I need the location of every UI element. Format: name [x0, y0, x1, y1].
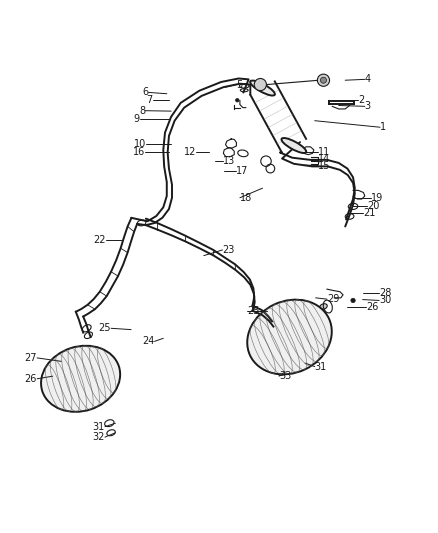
- Text: 29: 29: [327, 294, 339, 304]
- Text: 22: 22: [93, 235, 106, 245]
- Ellipse shape: [250, 80, 275, 95]
- Text: 3: 3: [365, 101, 371, 111]
- Text: 11: 11: [318, 148, 331, 157]
- Text: 16: 16: [133, 148, 145, 157]
- Text: 18: 18: [240, 193, 252, 203]
- Text: 15: 15: [318, 160, 331, 171]
- Ellipse shape: [320, 304, 327, 309]
- Text: 14: 14: [318, 154, 331, 164]
- Text: 25: 25: [99, 324, 111, 333]
- Text: 20: 20: [367, 200, 379, 211]
- Text: 26: 26: [25, 374, 37, 384]
- Text: 23: 23: [223, 245, 235, 255]
- Text: 30: 30: [379, 295, 392, 305]
- Text: 7: 7: [147, 95, 153, 105]
- Ellipse shape: [282, 138, 306, 153]
- Text: 33: 33: [279, 371, 291, 381]
- Text: 32: 32: [92, 432, 105, 442]
- Text: 4: 4: [365, 75, 371, 84]
- Text: 25: 25: [247, 306, 260, 316]
- Text: 2: 2: [358, 95, 364, 105]
- Text: 24: 24: [142, 336, 155, 346]
- Text: 26: 26: [366, 302, 378, 312]
- Circle shape: [321, 77, 326, 83]
- Circle shape: [254, 78, 266, 91]
- Text: 8: 8: [139, 106, 145, 116]
- Text: 31: 31: [315, 361, 327, 372]
- Circle shape: [318, 74, 329, 86]
- Text: 1: 1: [380, 122, 386, 132]
- Text: 31: 31: [93, 422, 105, 432]
- Circle shape: [236, 99, 239, 102]
- Text: 28: 28: [379, 288, 392, 297]
- Text: 10: 10: [134, 139, 146, 149]
- Text: 5: 5: [237, 79, 243, 90]
- Text: 6: 6: [142, 87, 148, 98]
- Ellipse shape: [247, 300, 332, 374]
- Text: 17: 17: [237, 166, 249, 176]
- Text: 27: 27: [25, 353, 37, 363]
- Ellipse shape: [41, 346, 120, 412]
- Text: 21: 21: [364, 208, 376, 219]
- Circle shape: [351, 298, 355, 303]
- Text: 9: 9: [134, 114, 140, 124]
- Text: 19: 19: [371, 193, 384, 203]
- Text: 13: 13: [223, 156, 236, 166]
- Text: 12: 12: [184, 148, 196, 157]
